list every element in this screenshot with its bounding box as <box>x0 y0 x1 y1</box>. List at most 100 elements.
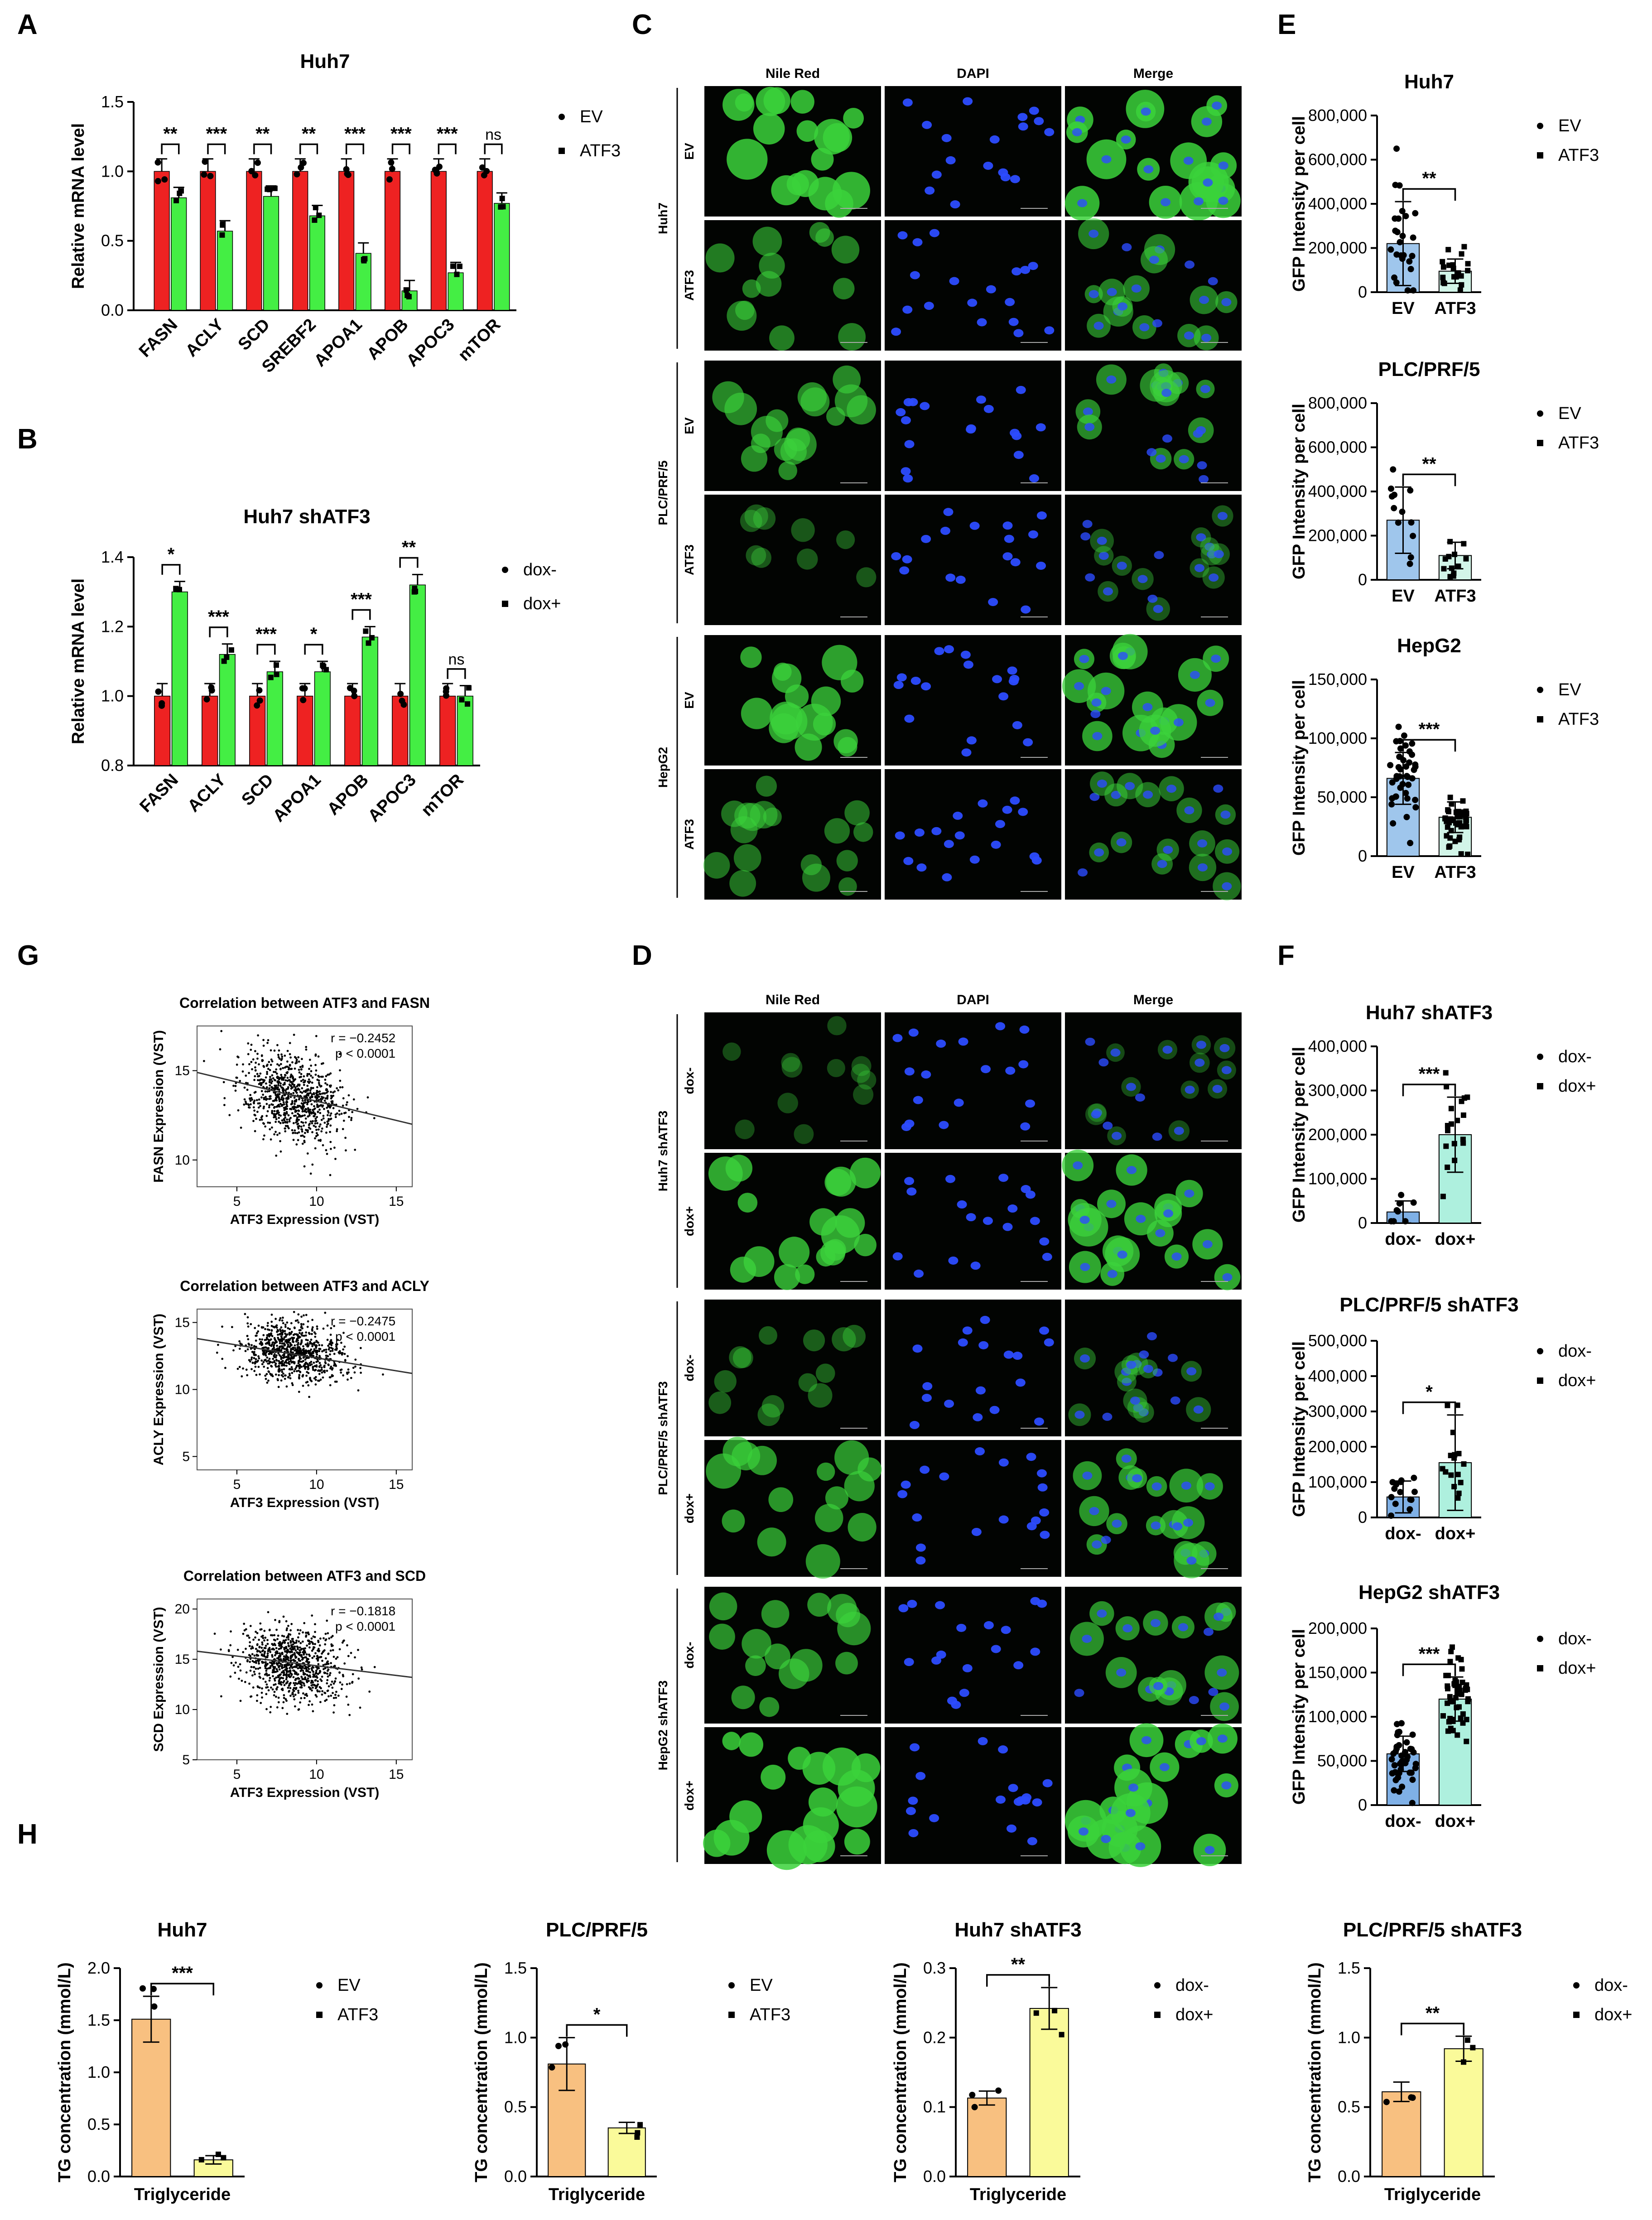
nucleus-signal <box>914 828 925 837</box>
scatter-point <box>271 1656 274 1658</box>
scatter-point <box>266 1662 269 1665</box>
scatter-point <box>249 1625 252 1628</box>
scatter-point <box>281 1058 283 1060</box>
nucleus-signal <box>1097 780 1107 788</box>
scatter-point <box>316 1667 319 1670</box>
bar <box>409 584 426 766</box>
micrograph-image <box>885 1012 1061 1149</box>
scatter-point <box>297 1364 300 1367</box>
y-tick-label: 100,000 <box>1308 1707 1367 1726</box>
scatter-point <box>279 1084 282 1087</box>
scatter-point <box>287 1338 289 1341</box>
y-tick-label: 400,000 <box>1308 482 1367 501</box>
nucleus-signal <box>1090 710 1101 718</box>
scatter-point <box>308 1668 310 1671</box>
scatter-point <box>352 1673 354 1676</box>
y-tick-label: 200,000 <box>1308 1437 1367 1456</box>
scatter-point <box>342 1332 345 1334</box>
lipid-droplet-signal <box>769 325 795 351</box>
scatter-point <box>300 1107 303 1110</box>
scatter-point <box>305 1381 308 1384</box>
data-point <box>254 702 260 709</box>
nucleus-signal <box>892 1034 903 1042</box>
data-point <box>1397 239 1403 246</box>
significance-label: ** <box>1011 1955 1026 1974</box>
scatter-point <box>328 1685 330 1688</box>
legend-marker <box>316 1982 323 1989</box>
scatter-point <box>284 1698 287 1700</box>
scatter-point <box>263 1134 265 1137</box>
nucleus-signal <box>901 1480 911 1489</box>
scatter-point <box>294 1682 297 1685</box>
scatter-point <box>265 1644 267 1647</box>
scatter-point <box>266 1071 268 1074</box>
y-axis-label: GFP Intensity per cell <box>1290 680 1309 856</box>
scatter-point <box>305 1314 308 1316</box>
scatter-point <box>256 1700 258 1702</box>
nucleus-signal <box>1143 790 1153 799</box>
data-point <box>1408 1769 1415 1776</box>
nucleus-signal <box>1137 575 1148 583</box>
scatter-point <box>264 1637 267 1639</box>
nucleus-signal <box>950 200 960 209</box>
scatter-point <box>347 1655 350 1657</box>
significance-label: * <box>1426 1382 1433 1402</box>
lipid-droplet-signal <box>856 567 877 588</box>
chart-title: PLC/PRF/5 shATF3 <box>1343 1919 1522 1941</box>
nucleus-signal <box>1125 1809 1136 1817</box>
significance-bracket <box>150 1983 214 1996</box>
nucleus-signal <box>929 1814 939 1822</box>
scatter-point <box>322 1327 325 1330</box>
scatter-point <box>322 1117 325 1120</box>
scatter-point <box>285 1646 288 1648</box>
scatter-point <box>223 1097 226 1099</box>
fit-line <box>197 1338 413 1374</box>
scatter-point <box>282 1674 285 1676</box>
significance-bracket <box>1402 1401 1456 1414</box>
scatter-point <box>313 1646 315 1648</box>
nucleus-signal <box>976 395 986 404</box>
y-tick-label: 0.5 <box>101 231 124 250</box>
scatter-point <box>297 1139 299 1141</box>
lipid-droplet-signal <box>733 844 761 872</box>
scatter-point <box>223 1104 226 1106</box>
scatter-point <box>273 1677 276 1680</box>
scatter-point <box>315 1128 318 1131</box>
scatter-point <box>313 1105 315 1108</box>
lipid-droplet-signal <box>815 228 834 247</box>
scatter-point <box>329 1141 332 1143</box>
legend-marker <box>1537 440 1543 446</box>
scatter-point <box>294 1368 297 1370</box>
scatter-point <box>326 1123 328 1126</box>
x-tick-label: 10 <box>309 1767 324 1782</box>
data-point <box>1457 287 1463 293</box>
scatter-point <box>283 1635 285 1637</box>
scatter-points <box>216 1311 384 1398</box>
data-point <box>313 205 318 211</box>
scatter-point <box>283 1361 286 1364</box>
scatter-point <box>292 1653 294 1656</box>
scatter-point <box>307 1640 310 1642</box>
scatter-point <box>305 1111 308 1113</box>
x-tick-label: 10 <box>309 1477 324 1492</box>
scatter-point <box>306 1695 308 1697</box>
data-point <box>1451 1483 1457 1489</box>
scatter-point <box>255 1373 258 1376</box>
scatter-point <box>303 1095 306 1098</box>
scatter-point <box>278 1113 280 1116</box>
scatter-point <box>276 1330 278 1333</box>
scatter-point <box>261 1696 263 1699</box>
bar <box>171 591 188 766</box>
data-point <box>1410 533 1416 539</box>
scatter-point <box>352 1367 355 1369</box>
data-point <box>1389 1770 1396 1777</box>
legend-label: dox+ <box>1558 1659 1596 1678</box>
scatter-point <box>259 1105 261 1108</box>
lipid-droplet-signal <box>759 1697 780 1717</box>
nucleus-signal <box>977 318 987 327</box>
data-point <box>1399 255 1406 262</box>
data-point <box>159 702 165 709</box>
scatter-point <box>321 1344 323 1347</box>
significance-bracket <box>399 557 419 568</box>
data-point <box>1412 210 1419 217</box>
